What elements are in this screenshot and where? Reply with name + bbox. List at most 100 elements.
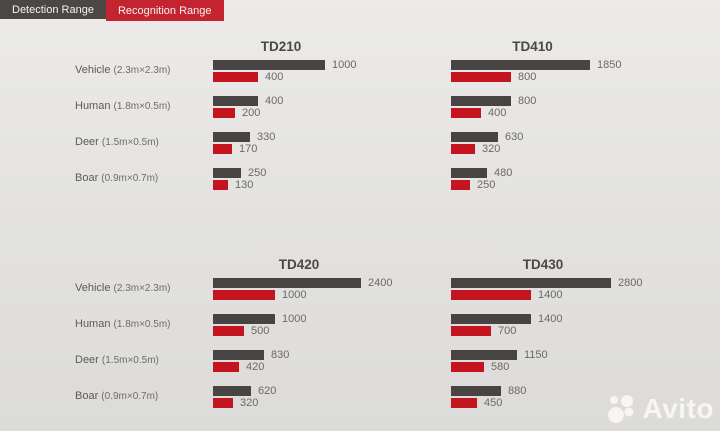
detection-bar-line: 2800: [451, 277, 642, 288]
category-label: Boar (0.9m×0.7m): [75, 386, 213, 402]
bar-value: 1850: [597, 58, 622, 71]
chart-row-deer: 1150 580: [451, 348, 642, 386]
bar-pair: 800 400: [451, 94, 537, 120]
detection-bar-line: 480: [451, 167, 512, 178]
recognition-bar-line: 1000: [213, 288, 392, 301]
detection-bar-line: 1400: [451, 312, 563, 325]
chart-row-boar: 880 450: [451, 384, 642, 422]
bar-pair: 480 250: [451, 167, 512, 192]
chart-td420: TD420 Vehicle (2.3m×2.3m) 2400 1000 Human (1…: [75, 256, 392, 422]
detection-bar: [451, 168, 487, 178]
bar-value: 700: [498, 324, 517, 337]
recognition-bar-line: 320: [451, 142, 523, 155]
detection-bar: [451, 60, 590, 70]
detection-bar-line: 1000: [213, 312, 307, 325]
detection-bar: [451, 278, 611, 288]
category-size: (0.9m×0.7m): [101, 391, 159, 402]
bar-value: 800: [518, 70, 537, 83]
bar-pair: 1000 400: [213, 58, 357, 84]
bar-value: 1000: [282, 288, 307, 301]
bar-pair: 880 450: [451, 384, 527, 410]
detection-bar-line: 1000: [213, 58, 357, 71]
bar-value: 1400: [538, 312, 563, 325]
category-name: Human: [75, 100, 114, 112]
chart-title: TD410: [512, 39, 553, 54]
legend-detection-range: Detection Range: [0, 0, 106, 19]
recognition-bar-line: 320: [213, 397, 276, 408]
detection-bar: [451, 314, 531, 324]
category-name: Human: [75, 318, 114, 330]
bar-pair: 620 320: [213, 384, 277, 410]
detection-bar-line: 1150: [451, 348, 548, 361]
category-label: Human (1.8m×0.5m): [75, 314, 213, 330]
chart-title: TD420: [278, 257, 320, 272]
recognition-bar: [451, 72, 511, 82]
recognition-bar-line: 700: [451, 324, 562, 337]
bar-value: 450: [484, 396, 503, 409]
bar-value: 500: [251, 324, 270, 337]
chart-row-deer: Deer (1.5m×0.5m) 830 420: [75, 348, 392, 386]
bar-value: 400: [488, 106, 507, 119]
chart-title: TD430: [522, 257, 564, 272]
category-size: (0.9m×0.7m): [101, 173, 159, 184]
recognition-bar: [213, 108, 235, 118]
bar-value: 1150: [524, 348, 548, 361]
bar-pair: 1850 800: [451, 58, 622, 84]
bar-value: 400: [265, 70, 284, 83]
bar-pair: 1150 580: [451, 348, 548, 374]
category-name: Deer: [75, 354, 102, 366]
detection-bar: [213, 60, 325, 70]
recognition-bar: [451, 144, 475, 154]
recognition-bar: [213, 144, 232, 154]
bar-value: 1000: [332, 58, 357, 71]
chart-td410: TD410 1850 800 800 400 630 320 480 250: [451, 38, 621, 204]
detection-bar: [213, 314, 275, 324]
bar-value: 1000: [282, 312, 307, 325]
bar-value: 580: [491, 360, 510, 373]
category-name: Vehicle: [75, 64, 114, 76]
chart-row-boar: 480 250: [451, 167, 621, 204]
chart-row-vehicle: Vehicle (2.3m×2.3m) 2400 1000: [75, 277, 392, 314]
recognition-bar: [451, 108, 481, 118]
bar-pair: 250 130: [213, 167, 266, 192]
recognition-bar: [451, 326, 491, 336]
bar-pair: 1400 700: [451, 312, 563, 338]
bar-value: 620: [258, 384, 277, 397]
recognition-bar-line: 580: [451, 360, 548, 373]
detection-bar-line: 2400: [213, 277, 392, 288]
recognition-bar-line: 500: [213, 324, 306, 337]
chart-row-boar: Boar (0.9m×0.7m) 250 130: [75, 167, 356, 204]
bar-value: 880: [508, 384, 527, 397]
category-size: (1.5m×0.5m): [101, 355, 159, 366]
legend: Detection Range Recognition Range: [0, 0, 224, 21]
chart-td210: TD210 Vehicle (2.3m×2.3m) 1000 400 Human (1.…: [75, 38, 356, 204]
chart-row-deer: 630 320: [451, 130, 621, 168]
bar-value: 630: [505, 130, 524, 143]
category-label: Deer (1.5m×0.5m): [75, 350, 213, 366]
bar-value: 830: [271, 348, 290, 361]
recognition-bar: [213, 180, 228, 190]
bar-value: 320: [482, 142, 501, 155]
chart-td430: TD430 2800 1400 1400 700 1150 580 880 450: [451, 256, 642, 422]
detection-bar-line: 620: [213, 384, 277, 397]
recognition-bar: [451, 362, 484, 372]
recognition-bar: [213, 326, 244, 336]
bar-value: 800: [518, 94, 537, 107]
chart-row-human: Human (1.8m×0.5m) 1000 500: [75, 312, 392, 350]
detection-bar-line: 400: [213, 95, 283, 106]
detection-bar: [213, 350, 264, 360]
bar-pair: 330 170: [213, 130, 276, 156]
chart-title: TD210: [260, 39, 302, 54]
category-name: Boar: [75, 172, 102, 184]
bar-value: 1400: [538, 288, 563, 301]
category-size: (1.8m×0.5m): [113, 101, 171, 112]
bar-value: 170: [239, 142, 258, 155]
bar-value: 330: [257, 130, 276, 143]
detection-bar: [451, 350, 517, 360]
chart-row-deer: Deer (1.5m×0.5m) 330 170: [75, 130, 356, 168]
recognition-bar: [213, 398, 233, 408]
recognition-bar-line: 420: [213, 361, 289, 372]
detection-bar: [451, 96, 511, 106]
bar-pair: 2400 1000: [213, 277, 392, 302]
